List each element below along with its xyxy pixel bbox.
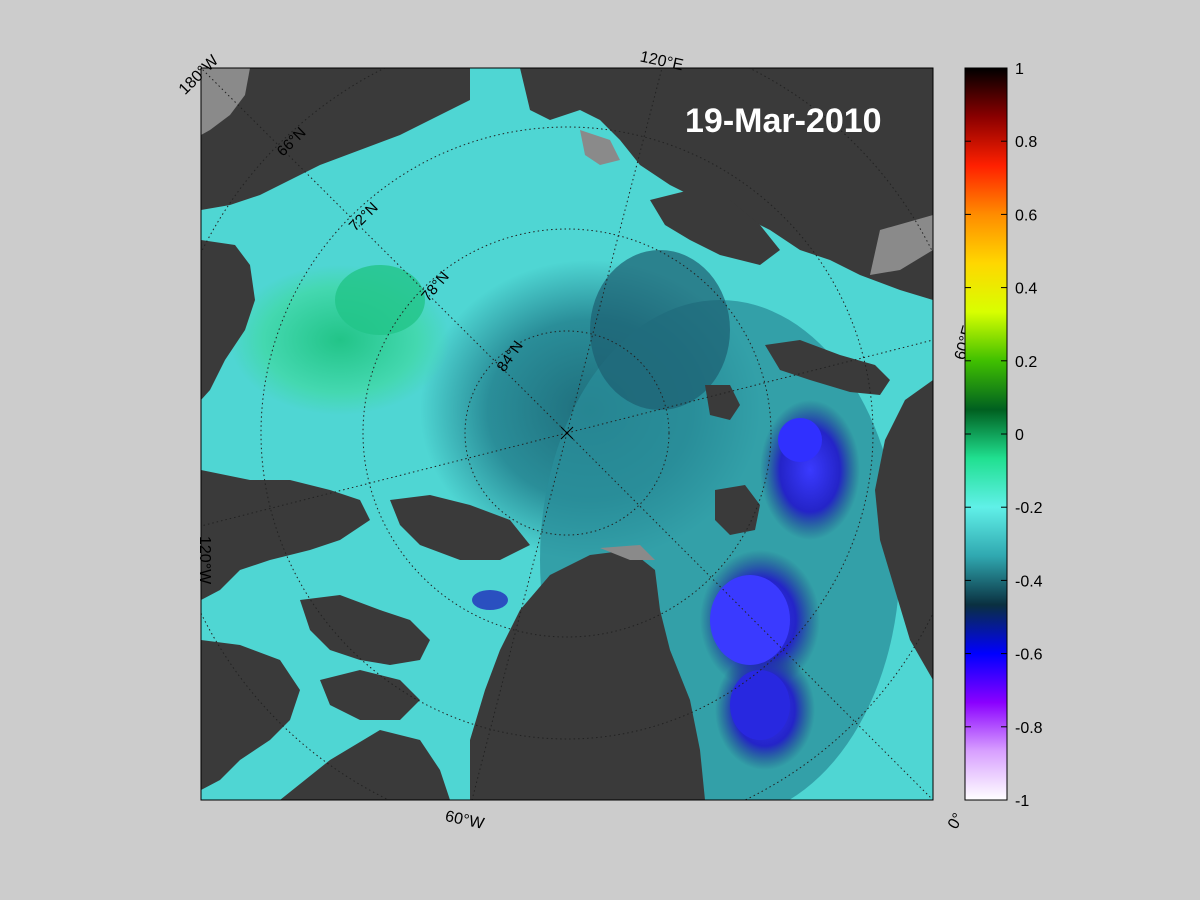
map-frame [200, 67, 934, 801]
date-title: 19-Mar-2010 [685, 102, 882, 140]
latitude-circles [201, 68, 933, 800]
colorbar-tick-label: -0.2 [1015, 500, 1043, 517]
colorbar-tick-label: 0 [1015, 427, 1024, 444]
land-masses [201, 68, 933, 800]
colorbar-tick-label: -0.6 [1015, 647, 1043, 664]
colorbar-tick-label: 1 [1015, 61, 1024, 78]
colorbar-tick-label: 0.2 [1015, 354, 1037, 371]
colorbar-bar [964, 67, 1008, 801]
lon-label-0: 0° [945, 810, 967, 832]
colorbar-ticks: 1 0.8 0.6 0.4 0.2 0 -0.2 -0.4 -0.6 -0.8 -1 [965, 61, 1043, 810]
colorbar: 1 0.8 0.6 0.4 0.2 0 -0.2 -0.4 -0.6 -0.8 -1 [964, 61, 1043, 810]
colorbar-tick-label: -0.4 [1015, 573, 1043, 590]
colorbar-tick-label: 0.8 [1015, 134, 1037, 151]
colorbar-tick-label: 0.6 [1015, 207, 1037, 224]
pole-marker [560, 426, 574, 440]
map-panel: 66°N 72°N 78°N 84°N 19-Mar-2010 [201, 68, 933, 800]
meridians [201, 68, 933, 800]
lon-label-60w: 60°W [444, 808, 487, 833]
colorbar-tick-label: -1 [1015, 793, 1029, 810]
colorbar-tick-label: -0.8 [1015, 720, 1043, 737]
lon-label-120w: 120°W [196, 536, 213, 585]
masked-land [201, 68, 933, 560]
colorbar-tick-label: 0.4 [1015, 281, 1037, 298]
